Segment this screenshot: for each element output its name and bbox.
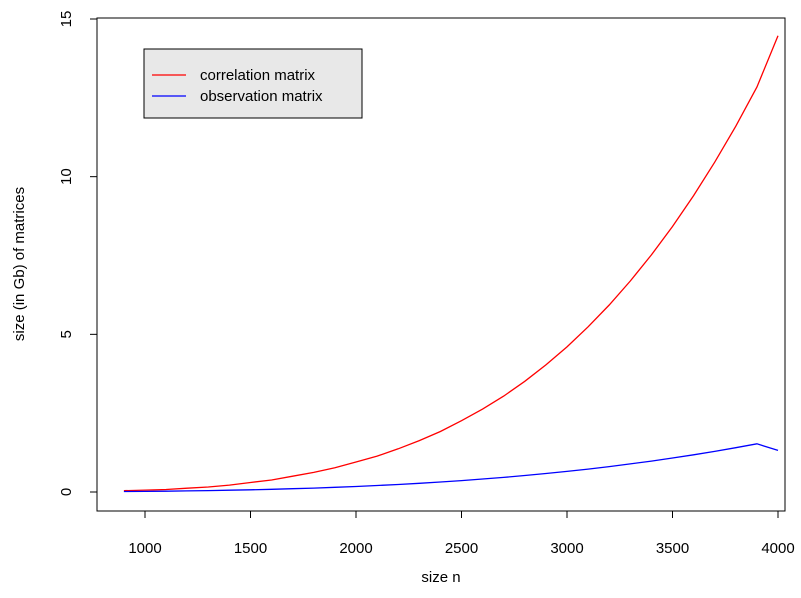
y-tick-label: 5	[58, 330, 75, 338]
x-tick-label: 2000	[339, 540, 372, 557]
y-tick-label: 0	[58, 488, 75, 496]
y-tick-label: 15	[58, 11, 75, 28]
x-tick-label: 2500	[445, 540, 478, 557]
x-tick-label: 3500	[656, 540, 689, 557]
legend-box	[143, 48, 363, 119]
plot-lines	[123, 35, 779, 493]
y-axis: 0 5 10 15	[58, 11, 98, 496]
x-axis: 1000 1500 2000 2500 3000 3500 4000	[128, 510, 795, 557]
legend: correlation matrix observation matrix	[143, 48, 363, 119]
x-axis-label: size n	[421, 569, 460, 586]
legend-label-observation: observation matrix	[200, 88, 323, 105]
x-tick-label: 3000	[550, 540, 583, 557]
x-tick-label: 1000	[128, 540, 161, 557]
legend-label-correlation: correlation matrix	[200, 67, 316, 84]
y-axis-label: size (in Gb) of matrices	[11, 187, 28, 341]
series-line-1	[123, 443, 779, 493]
x-tick-label: 4000	[761, 540, 794, 557]
y-tick-label: 10	[58, 168, 75, 185]
x-tick-label: 1500	[234, 540, 267, 557]
series-line-0	[123, 35, 779, 492]
